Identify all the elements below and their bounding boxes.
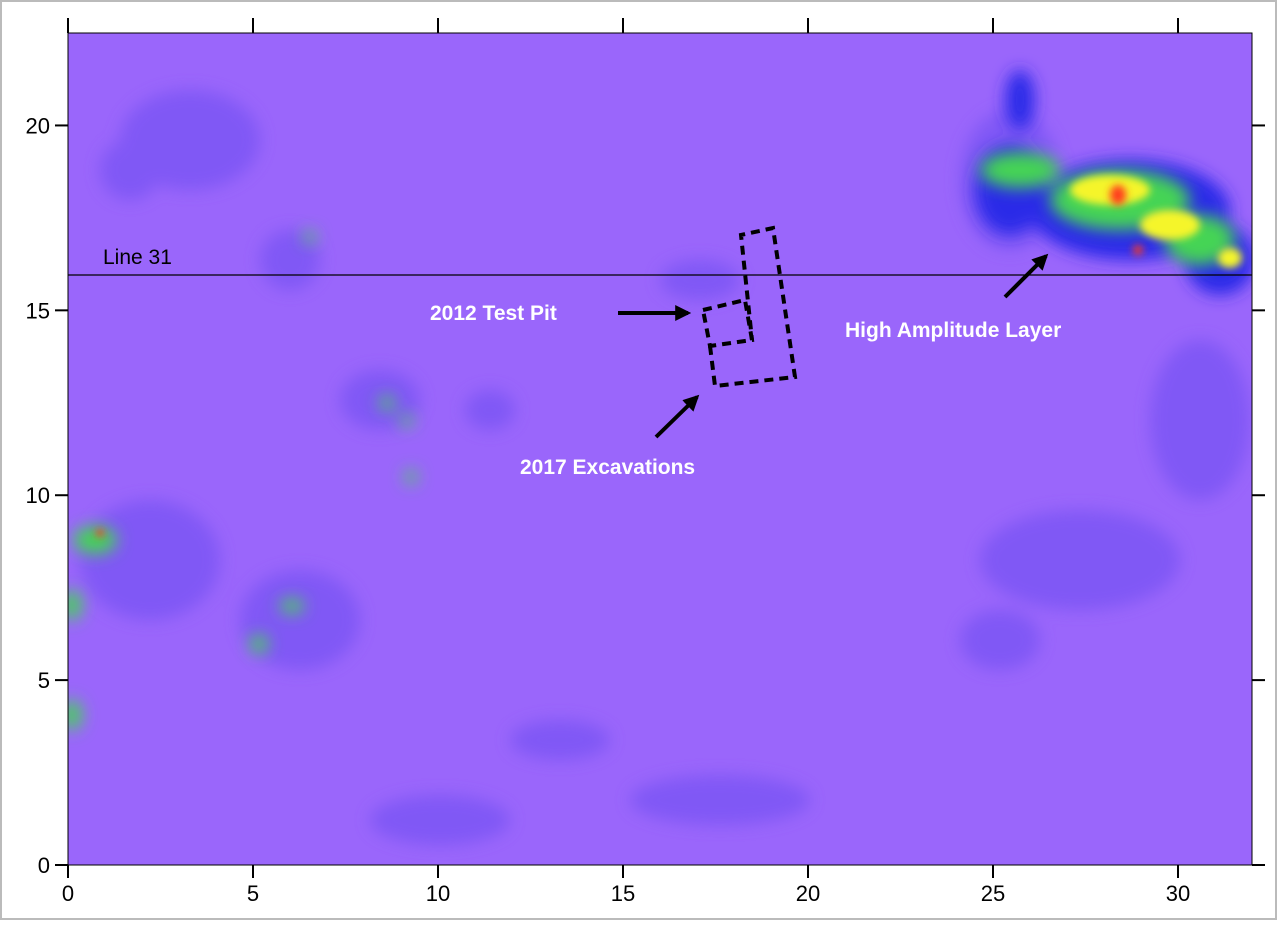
- excavation-outline: [708, 225, 798, 389]
- y-tick-label: 15: [26, 298, 50, 323]
- x-tick-label: 10: [426, 881, 450, 906]
- x-tick-label: 15: [611, 881, 635, 906]
- peak-areas: [1070, 175, 1242, 268]
- x-tick-label: 0: [62, 881, 74, 906]
- x-tick-label: 20: [796, 881, 820, 906]
- y-tick-label: 5: [38, 668, 50, 693]
- y-tick-label: 20: [26, 113, 50, 138]
- amplitude-map: [68, 33, 1252, 865]
- plot-border: [67, 32, 1253, 866]
- annotation: 2012 Test Pit: [430, 302, 557, 325]
- x-tick-label: 25: [981, 881, 1005, 906]
- maximum-areas: [96, 185, 1143, 537]
- x-tick-label: 30: [1166, 881, 1190, 906]
- annotation: Line 31: [103, 246, 172, 269]
- arrow: [654, 394, 700, 439]
- excavation-outlines: [700, 225, 798, 389]
- arrows: [618, 253, 1049, 439]
- y-tick-label: 10: [26, 483, 50, 508]
- annotation: High Amplitude Layer: [845, 319, 1061, 342]
- y-tick-label: 0: [38, 853, 50, 878]
- x-tick-label: 5: [247, 881, 259, 906]
- annotation: 2017 Excavations: [520, 456, 695, 479]
- arrow: [1003, 253, 1049, 299]
